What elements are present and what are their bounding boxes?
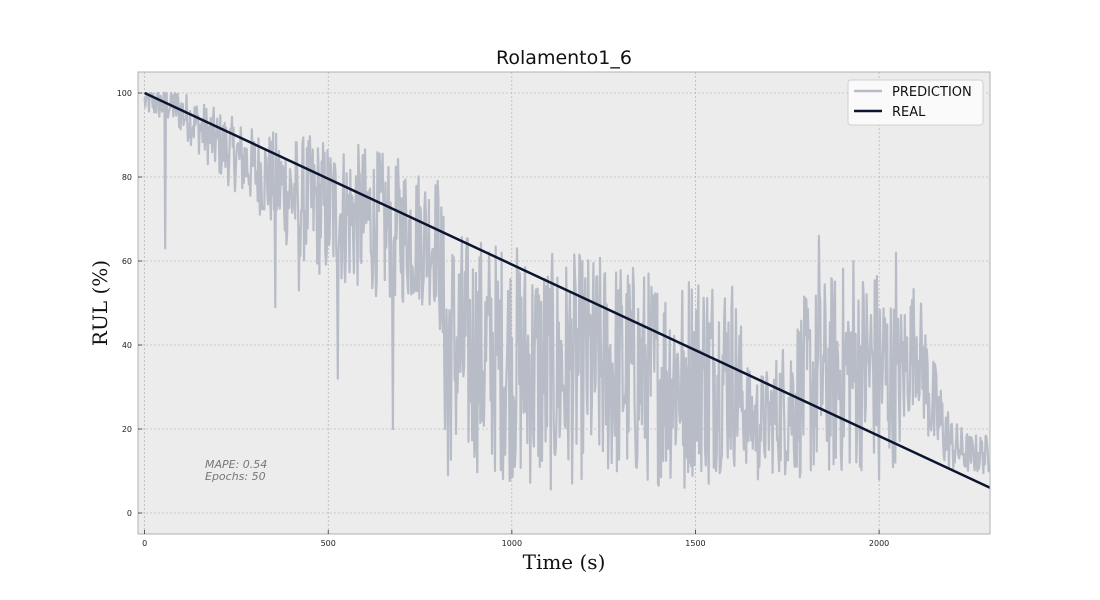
legend: PREDICTION REAL xyxy=(847,79,984,126)
x-tick-label: 2000 xyxy=(869,539,889,548)
chart-title: Rolamento1_6 xyxy=(496,47,632,69)
legend-label-real: REAL xyxy=(892,105,926,120)
x-tick-label: 0 xyxy=(142,539,147,548)
x-axis-label: Time (s) xyxy=(523,550,606,574)
plot-background xyxy=(138,72,990,534)
real-series-line xyxy=(144,91,990,489)
prediction-series-line xyxy=(143,91,990,491)
x-tick-label: 1000 xyxy=(502,539,522,548)
plot-frame xyxy=(137,71,991,535)
annotation-epochs: Epochs: 50 xyxy=(205,470,266,483)
y-tick-label: 80 xyxy=(122,173,132,182)
legend-label-prediction: PREDICTION xyxy=(892,85,972,100)
y-tick-label: 100 xyxy=(117,89,132,98)
x-tick-label: 1500 xyxy=(685,539,705,548)
y-tick-label: 60 xyxy=(122,257,132,266)
y-tick-label: 0 xyxy=(127,509,132,518)
x-tick-label: 500 xyxy=(321,539,336,548)
y-tick-label: 20 xyxy=(122,425,132,434)
annotation-mape: MAPE: 0.54 xyxy=(205,458,267,471)
series-layer xyxy=(143,91,990,491)
y-axis-label: RUL (%) xyxy=(88,260,112,346)
ticks: 0 500 1000 1500 2000 0 20 40 60 80 100 xyxy=(117,89,890,548)
y-tick-label: 40 xyxy=(122,341,132,350)
